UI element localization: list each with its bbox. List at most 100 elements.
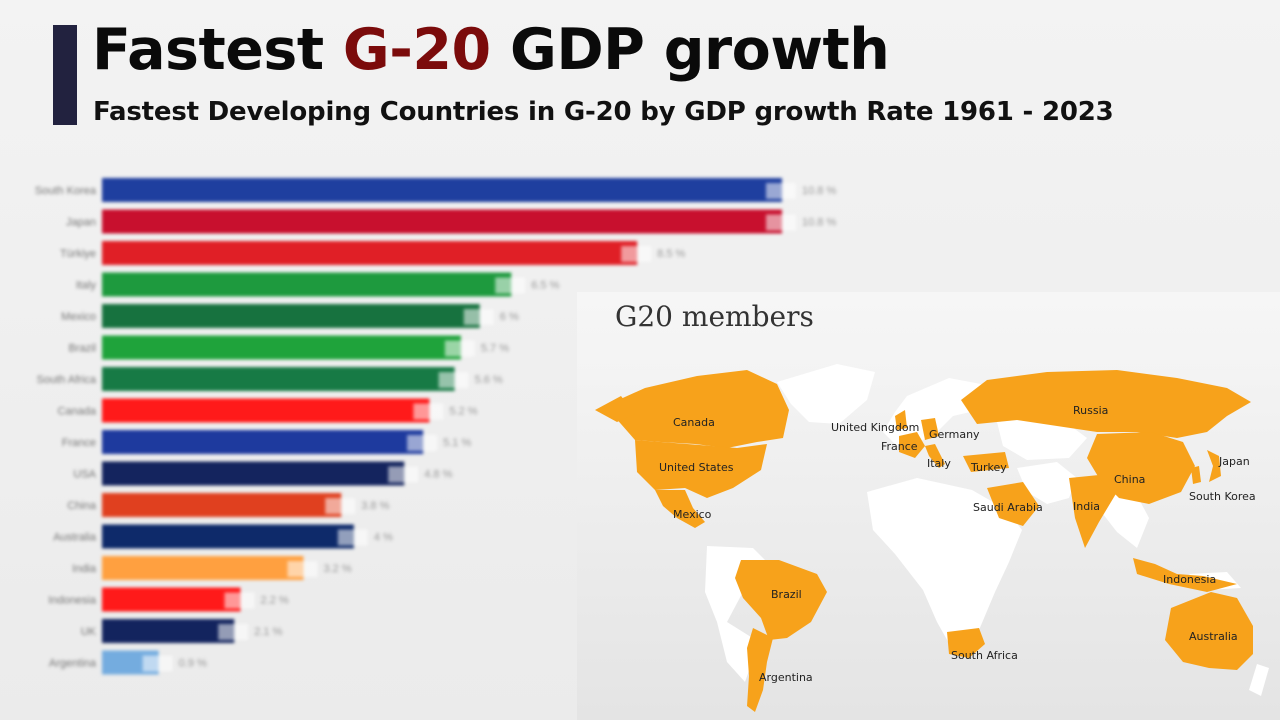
flag-icon-france — [407, 435, 438, 451]
map-label-india: India — [1073, 500, 1100, 513]
region-argentina — [747, 628, 773, 712]
region-india — [1069, 474, 1117, 548]
value-label-japan: 10.8 % — [802, 217, 836, 229]
map-label-mexico: Mexico — [673, 508, 712, 521]
category-label-brazil: Brazil — [68, 343, 96, 355]
value-label-south-africa: 5.6 % — [475, 374, 503, 386]
category-label-south-africa: South Africa — [37, 374, 97, 386]
value-label-india: 3.2 % — [323, 563, 351, 575]
page-title: Fastest G-20 GDP growth — [92, 17, 890, 83]
map-title: G20 members — [615, 300, 814, 333]
value-label-usa: 4.8 % — [424, 469, 452, 481]
category-label-mexico: Mexico — [61, 311, 96, 323]
category-label-usa: USA — [73, 469, 96, 481]
map-label-japan: Japan — [1218, 455, 1250, 468]
bar-india — [102, 556, 304, 580]
region-france — [899, 432, 925, 458]
map-label-china: China — [1114, 473, 1145, 486]
region-canada — [605, 370, 789, 448]
region-indonesia — [1133, 558, 1237, 592]
bar-usa — [102, 461, 405, 486]
map-label-south-korea: South Korea — [1189, 490, 1256, 503]
region-turkey — [963, 452, 1009, 472]
bar-indonesia — [102, 587, 241, 612]
bar-italy — [102, 272, 512, 297]
region-australia — [1165, 592, 1253, 670]
value-label-uk: 2.1 % — [254, 626, 282, 638]
map-label-south-africa: South Africa — [951, 649, 1018, 662]
title-accent-bar — [53, 25, 77, 125]
category-label-india: India — [72, 563, 97, 575]
category-label-south-korea: South Korea — [35, 185, 97, 197]
map-label-italy: Italy — [927, 457, 951, 470]
value-label-argentina: 0.9 % — [179, 658, 207, 670]
flag-icon-australia — [337, 529, 368, 546]
bar-south-africa — [102, 367, 455, 391]
land-europe-other — [883, 378, 981, 446]
bar-canada — [102, 398, 430, 423]
category-label-indonesia: Indonesia — [48, 595, 97, 607]
bar-south-korea — [102, 178, 782, 202]
value-label-china: 3.8 % — [361, 500, 389, 512]
category-label-uk: UK — [81, 626, 97, 638]
value-label-brazil: 5.7 % — [481, 343, 509, 355]
category-label-china: China — [67, 500, 97, 512]
land-nz — [1249, 664, 1269, 696]
region-usa — [635, 440, 767, 498]
map-label-united-states: United States — [659, 461, 734, 474]
flag-icon-uk — [218, 624, 249, 640]
category-label-japan: Japan — [66, 217, 96, 229]
bar-brazil — [102, 335, 461, 360]
value-label-indonesia: 2.2 % — [261, 595, 289, 607]
map-label-turkey: Turkey — [970, 461, 1007, 474]
region-china — [1087, 432, 1195, 504]
world-map: Canada United States Mexico Brazil Argentina… — [595, 364, 1269, 712]
category-label-argentina: Argentina — [49, 658, 97, 670]
value-label-italy: 6.5 % — [531, 280, 559, 292]
land-greenland — [777, 364, 875, 424]
bar-mexico — [102, 304, 480, 328]
bar-uk — [102, 619, 235, 643]
flag-icon-indonesia — [224, 592, 255, 609]
region-south-africa — [947, 628, 985, 658]
bar-chart: South Korea 10.8 % Japan 10.8 % Türkiye 8.5 %… — [35, 178, 836, 675]
map-label-brazil: Brazil — [771, 588, 802, 601]
map-label-australia: Australia — [1189, 630, 1238, 643]
region-russia — [961, 370, 1251, 438]
region-saudi-arabia — [987, 482, 1039, 526]
region-japan — [1207, 450, 1221, 482]
flag-icon-t-rkiye — [621, 246, 652, 262]
bar-china — [102, 493, 342, 517]
flag-icon-japan — [766, 214, 796, 231]
category-label-france: France — [62, 437, 96, 449]
region-italy — [925, 444, 945, 468]
value-label-mexico: 6 % — [500, 311, 519, 323]
region-uk — [895, 410, 907, 430]
flag-icon-usa — [388, 466, 419, 483]
category-label-canada: Canada — [57, 406, 96, 418]
value-label-france: 5.1 % — [443, 437, 471, 449]
page-subtitle: Fastest Developing Countries in G-20 by … — [93, 97, 1114, 127]
category-label-australia: Australia — [53, 532, 97, 544]
region-brazil — [735, 560, 827, 640]
region-south-korea — [1191, 466, 1201, 484]
map-label-canada: Canada — [673, 416, 715, 429]
flag-icon-brazil — [444, 340, 475, 357]
value-label-south-korea: 10.8 % — [802, 185, 836, 197]
flag-icon-canada — [413, 403, 444, 420]
map-label-united-kingdom: United Kingdom — [831, 421, 919, 434]
flag-icon-italy — [495, 277, 526, 294]
map-label-indonesia: Indonesia — [1163, 573, 1216, 586]
map-label-argentina: Argentina — [759, 671, 813, 684]
land-middle-east — [1017, 462, 1077, 504]
land-africa — [867, 478, 1022, 654]
category-label-t-rkiye: Türkiye — [60, 248, 96, 260]
map-label-saudi-arabia: Saudi Arabia — [973, 501, 1043, 514]
map-label-russia: Russia — [1073, 404, 1108, 417]
map-panel: Canada United States Mexico Brazil Argentina… — [577, 292, 1280, 720]
map-label-germany: Germany — [929, 428, 980, 441]
flag-icon-india — [287, 561, 318, 577]
region-germany — [921, 418, 939, 440]
bar-t-rkiye — [102, 241, 638, 265]
flag-icon-south-africa — [438, 372, 469, 388]
